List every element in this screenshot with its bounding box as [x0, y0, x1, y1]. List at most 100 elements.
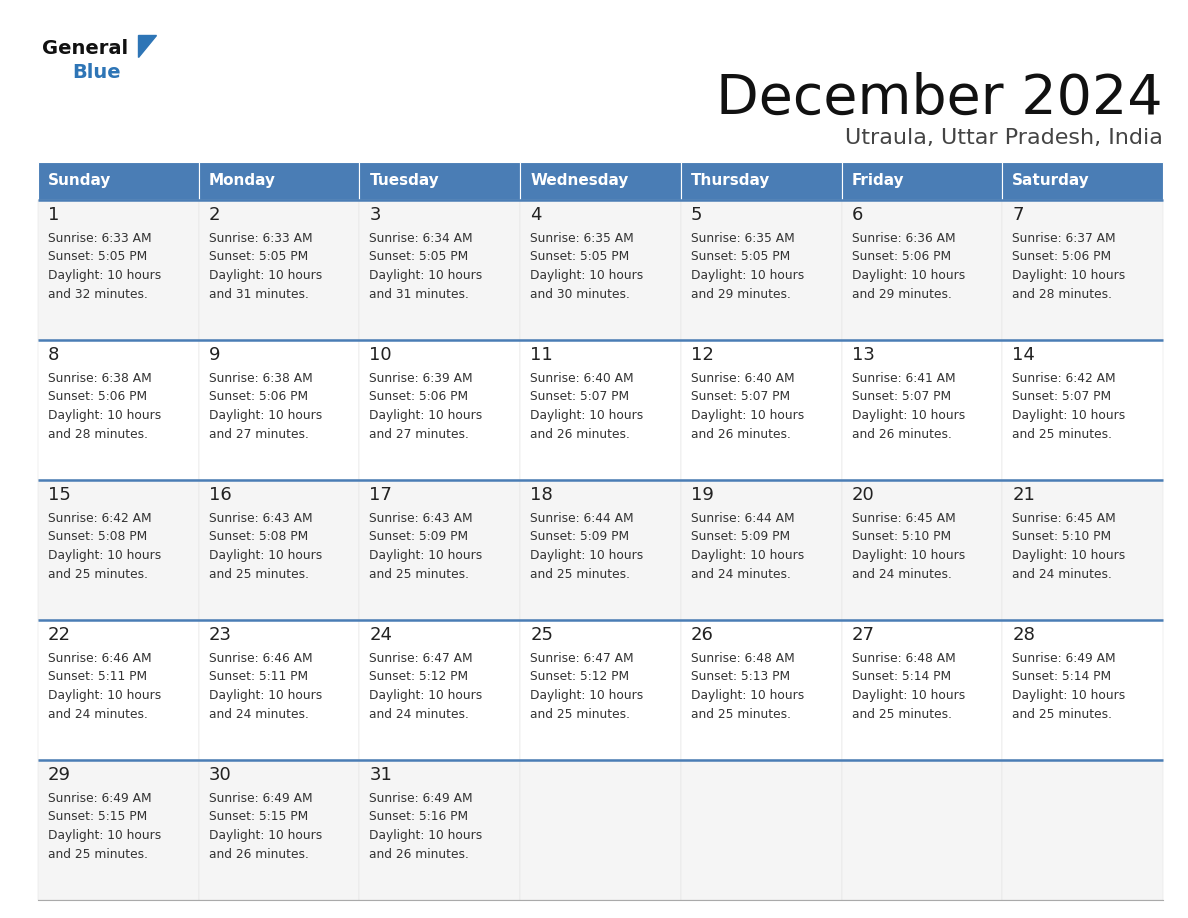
- Text: Wednesday: Wednesday: [530, 174, 628, 188]
- FancyBboxPatch shape: [681, 200, 841, 340]
- Text: 21: 21: [1012, 486, 1035, 504]
- Text: Daylight: 10 hours: Daylight: 10 hours: [209, 689, 322, 702]
- Text: Saturday: Saturday: [1012, 174, 1091, 188]
- Text: Sunrise: 6:44 AM: Sunrise: 6:44 AM: [530, 512, 633, 525]
- Text: 27: 27: [852, 626, 874, 644]
- Text: Thursday: Thursday: [691, 174, 770, 188]
- FancyBboxPatch shape: [198, 620, 360, 760]
- Text: 8: 8: [48, 346, 59, 364]
- Text: Sunset: 5:06 PM: Sunset: 5:06 PM: [48, 390, 147, 404]
- FancyBboxPatch shape: [1003, 480, 1163, 620]
- FancyBboxPatch shape: [198, 162, 360, 200]
- Text: Daylight: 10 hours: Daylight: 10 hours: [369, 549, 482, 562]
- Text: General: General: [42, 39, 128, 58]
- Text: Sunrise: 6:37 AM: Sunrise: 6:37 AM: [1012, 232, 1116, 245]
- Text: Monday: Monday: [209, 174, 276, 188]
- Text: Sunset: 5:09 PM: Sunset: 5:09 PM: [369, 531, 468, 543]
- Text: Sunset: 5:08 PM: Sunset: 5:08 PM: [209, 531, 308, 543]
- Text: and 26 minutes.: and 26 minutes.: [369, 847, 469, 860]
- Text: Sunrise: 6:40 AM: Sunrise: 6:40 AM: [530, 372, 633, 385]
- Text: 11: 11: [530, 346, 552, 364]
- Text: Sunrise: 6:38 AM: Sunrise: 6:38 AM: [209, 372, 312, 385]
- FancyBboxPatch shape: [38, 162, 198, 200]
- Text: and 31 minutes.: and 31 minutes.: [209, 287, 309, 300]
- FancyBboxPatch shape: [38, 340, 198, 480]
- Text: and 27 minutes.: and 27 minutes.: [209, 428, 309, 441]
- Text: Sunrise: 6:43 AM: Sunrise: 6:43 AM: [369, 512, 473, 525]
- Text: Daylight: 10 hours: Daylight: 10 hours: [369, 409, 482, 422]
- Text: and 26 minutes.: and 26 minutes.: [852, 428, 952, 441]
- Text: Sunset: 5:14 PM: Sunset: 5:14 PM: [1012, 670, 1112, 684]
- Text: Daylight: 10 hours: Daylight: 10 hours: [209, 409, 322, 422]
- Text: Sunrise: 6:38 AM: Sunrise: 6:38 AM: [48, 372, 152, 385]
- Text: Daylight: 10 hours: Daylight: 10 hours: [369, 269, 482, 282]
- Text: Sunrise: 6:41 AM: Sunrise: 6:41 AM: [852, 372, 955, 385]
- Text: and 27 minutes.: and 27 minutes.: [369, 428, 469, 441]
- Text: Daylight: 10 hours: Daylight: 10 hours: [369, 689, 482, 702]
- FancyBboxPatch shape: [681, 480, 841, 620]
- Text: Sunset: 5:15 PM: Sunset: 5:15 PM: [209, 811, 308, 823]
- FancyBboxPatch shape: [38, 480, 198, 620]
- Text: and 25 minutes.: and 25 minutes.: [209, 567, 309, 580]
- FancyBboxPatch shape: [841, 760, 1003, 900]
- Text: and 29 minutes.: and 29 minutes.: [691, 287, 791, 300]
- Text: 3: 3: [369, 206, 381, 224]
- Text: Sunset: 5:07 PM: Sunset: 5:07 PM: [1012, 390, 1112, 404]
- Text: Sunrise: 6:42 AM: Sunrise: 6:42 AM: [48, 512, 152, 525]
- Text: Sunrise: 6:36 AM: Sunrise: 6:36 AM: [852, 232, 955, 245]
- FancyBboxPatch shape: [841, 340, 1003, 480]
- Text: Daylight: 10 hours: Daylight: 10 hours: [48, 269, 162, 282]
- Text: 19: 19: [691, 486, 714, 504]
- FancyBboxPatch shape: [1003, 162, 1163, 200]
- FancyBboxPatch shape: [841, 162, 1003, 200]
- Text: and 30 minutes.: and 30 minutes.: [530, 287, 630, 300]
- Text: Daylight: 10 hours: Daylight: 10 hours: [209, 829, 322, 842]
- FancyBboxPatch shape: [360, 340, 520, 480]
- Text: Sunset: 5:06 PM: Sunset: 5:06 PM: [209, 390, 308, 404]
- Text: Daylight: 10 hours: Daylight: 10 hours: [691, 549, 804, 562]
- Text: Daylight: 10 hours: Daylight: 10 hours: [852, 549, 965, 562]
- Text: 17: 17: [369, 486, 392, 504]
- Text: Sunset: 5:05 PM: Sunset: 5:05 PM: [691, 251, 790, 263]
- Text: Sunrise: 6:43 AM: Sunrise: 6:43 AM: [209, 512, 312, 525]
- Text: Sunrise: 6:34 AM: Sunrise: 6:34 AM: [369, 232, 473, 245]
- Text: Sunset: 5:09 PM: Sunset: 5:09 PM: [530, 531, 630, 543]
- Text: 4: 4: [530, 206, 542, 224]
- Text: Utraula, Uttar Pradesh, India: Utraula, Uttar Pradesh, India: [845, 128, 1163, 148]
- Text: Daylight: 10 hours: Daylight: 10 hours: [1012, 689, 1125, 702]
- Text: Sunset: 5:07 PM: Sunset: 5:07 PM: [852, 390, 950, 404]
- Text: Daylight: 10 hours: Daylight: 10 hours: [209, 269, 322, 282]
- Text: Sunrise: 6:45 AM: Sunrise: 6:45 AM: [1012, 512, 1116, 525]
- FancyBboxPatch shape: [198, 340, 360, 480]
- Text: 12: 12: [691, 346, 714, 364]
- Text: Sunrise: 6:45 AM: Sunrise: 6:45 AM: [852, 512, 955, 525]
- Text: Daylight: 10 hours: Daylight: 10 hours: [48, 409, 162, 422]
- Text: Sunset: 5:06 PM: Sunset: 5:06 PM: [1012, 251, 1112, 263]
- Text: Sunset: 5:09 PM: Sunset: 5:09 PM: [691, 531, 790, 543]
- Text: Daylight: 10 hours: Daylight: 10 hours: [1012, 269, 1125, 282]
- Text: Daylight: 10 hours: Daylight: 10 hours: [852, 269, 965, 282]
- Text: Sunset: 5:13 PM: Sunset: 5:13 PM: [691, 670, 790, 684]
- Text: 31: 31: [369, 766, 392, 784]
- Text: Daylight: 10 hours: Daylight: 10 hours: [48, 689, 162, 702]
- FancyBboxPatch shape: [841, 480, 1003, 620]
- Text: Friday: Friday: [852, 174, 904, 188]
- Text: 7: 7: [1012, 206, 1024, 224]
- FancyBboxPatch shape: [38, 620, 198, 760]
- Text: Daylight: 10 hours: Daylight: 10 hours: [530, 689, 644, 702]
- Text: Daylight: 10 hours: Daylight: 10 hours: [1012, 549, 1125, 562]
- Text: Sunrise: 6:49 AM: Sunrise: 6:49 AM: [369, 792, 473, 805]
- FancyBboxPatch shape: [520, 480, 681, 620]
- FancyBboxPatch shape: [520, 340, 681, 480]
- Text: 26: 26: [691, 626, 714, 644]
- Text: Sunset: 5:05 PM: Sunset: 5:05 PM: [369, 251, 469, 263]
- Text: Daylight: 10 hours: Daylight: 10 hours: [691, 409, 804, 422]
- Text: Sunrise: 6:49 AM: Sunrise: 6:49 AM: [48, 792, 152, 805]
- Text: and 25 minutes.: and 25 minutes.: [691, 708, 791, 721]
- Text: and 32 minutes.: and 32 minutes.: [48, 287, 147, 300]
- Text: and 24 minutes.: and 24 minutes.: [48, 708, 147, 721]
- Text: and 25 minutes.: and 25 minutes.: [369, 567, 469, 580]
- Text: Sunrise: 6:46 AM: Sunrise: 6:46 AM: [209, 652, 312, 665]
- FancyBboxPatch shape: [360, 620, 520, 760]
- Text: and 26 minutes.: and 26 minutes.: [530, 428, 630, 441]
